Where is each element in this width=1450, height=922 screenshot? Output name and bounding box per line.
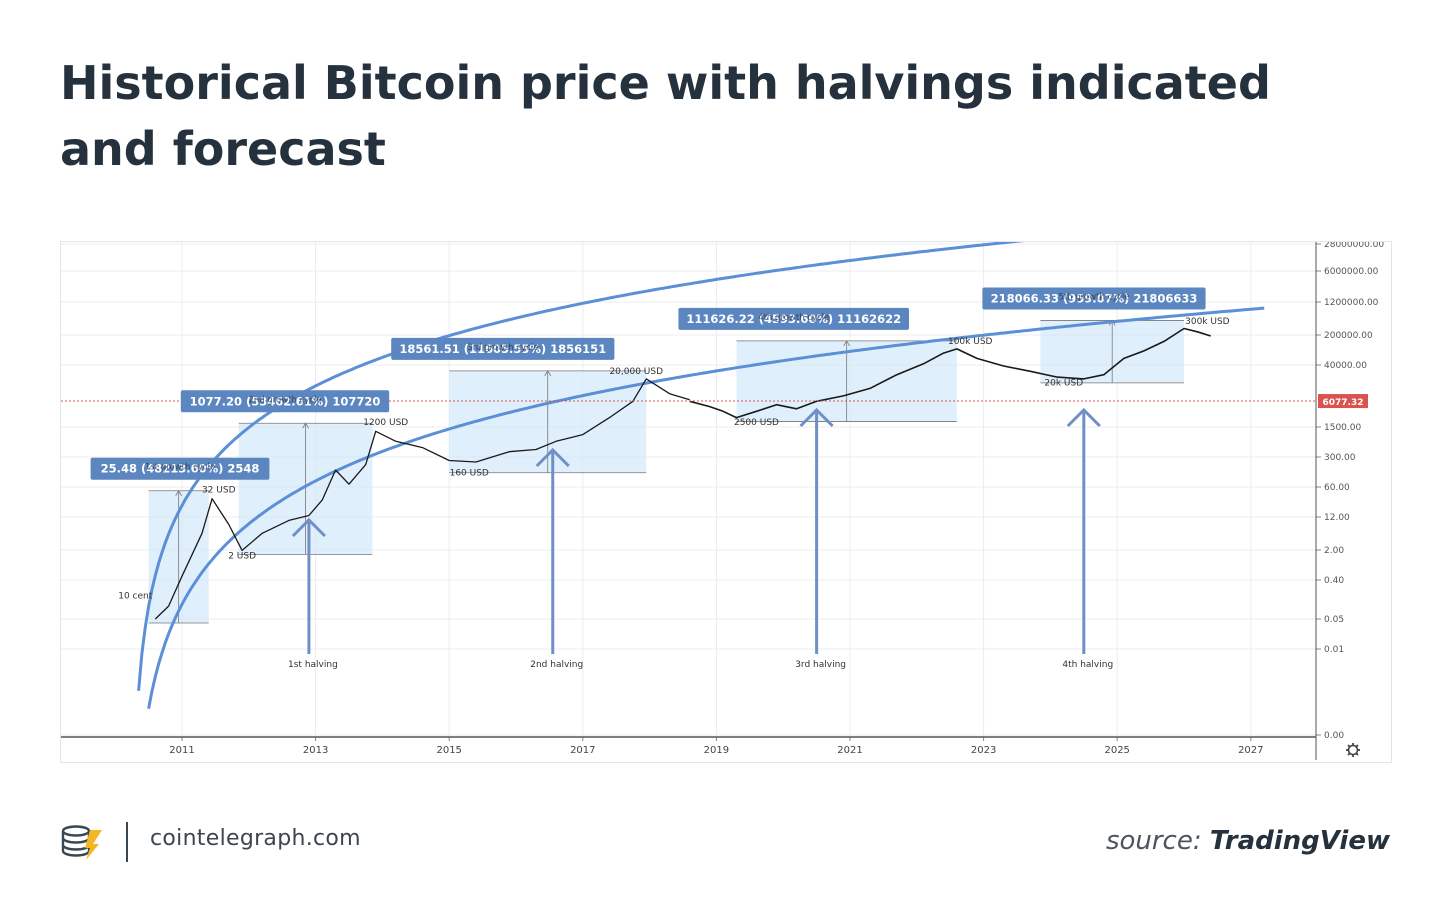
price-annotation: 300k USD: [1185, 317, 1230, 327]
gear-ring: [1347, 744, 1359, 756]
y-tick-label: 1500.00: [1324, 423, 1361, 433]
halving-label: 1st halving: [288, 660, 338, 670]
cycle-growth-label: 1st growth cycle: [145, 463, 215, 473]
price-annotation: 10 cent: [118, 592, 153, 602]
historical-price-line: [154, 378, 690, 620]
source-name[interactable]: TradingView: [1209, 826, 1390, 856]
gear-tooth: [1347, 752, 1351, 756]
x-tick-label: 2019: [704, 745, 729, 756]
x-tick-label: 2017: [570, 745, 595, 756]
x-tick-label: 2021: [837, 745, 862, 756]
halving-arrowhead: [291, 517, 326, 538]
cycle-growth-label: 4th growth cycle: [758, 313, 829, 323]
cointelegraph-logo-icon[interactable]: [60, 822, 104, 862]
x-tick-label: 2015: [436, 745, 461, 756]
page-title: Historical Bitcoin price with halvings i…: [60, 56, 1271, 176]
halving-label: 3rd halving: [795, 660, 846, 670]
x-tick-label: 2023: [971, 745, 996, 756]
gear-tooth: [1355, 752, 1359, 756]
source-credit: source: TradingView: [1106, 826, 1390, 856]
cycle-stats-label: 218066.33 (959.07%) 21806633: [991, 291, 1198, 305]
cycle-stats-box: [391, 337, 615, 360]
cycle-measure-arrowhead: [843, 340, 851, 347]
y-tick-label: 2.00: [1324, 546, 1344, 556]
price-annotation: 1200 USD: [363, 418, 408, 428]
cycle-growth-label: 2nd growth cycle: [248, 395, 321, 405]
x-tick-label: 2011: [169, 745, 194, 756]
x-tick-label: 2025: [1104, 745, 1129, 756]
y-tick-label: 0.05: [1324, 615, 1344, 625]
current-price-badge: [1318, 394, 1368, 409]
halving-arrowhead: [535, 447, 570, 468]
cycle-measure-arrowhead: [175, 489, 183, 496]
source-prefix: source:: [1105, 826, 1210, 856]
cycle-measure-arrowhead: [302, 422, 309, 429]
y-tick-label: 12.00: [1324, 513, 1350, 523]
cycle-growth-label: 3rd growth cycle: [467, 343, 538, 353]
gear-tooth: [1347, 744, 1351, 748]
price-annotation: 160 USD: [450, 469, 489, 479]
price-annotation: 2 USD: [228, 551, 256, 561]
y-tick-label: 0.01: [1324, 645, 1344, 655]
cycle-stats-box: [90, 457, 270, 480]
y-tick-label: 60.00: [1324, 483, 1350, 493]
x-tick-label: 2013: [303, 745, 328, 756]
cycle-stats-box: [678, 307, 910, 330]
x-tick-label: 2027: [1238, 745, 1263, 756]
forecast-price-line: [689, 327, 1211, 419]
y-tick-label: 300.00: [1324, 453, 1356, 463]
site-link[interactable]: cointelegraph.com: [150, 826, 361, 851]
current-price-label: 6077.32: [1323, 398, 1364, 408]
growth-cycle-boxes: [148, 319, 1184, 624]
halving-arrows: 1st halving 2nd halving 3rd halving 4th hal…: [288, 407, 1113, 670]
bitcoin-price-chart: 1st halving 2nd halving 3rd halving 4th hal…: [60, 241, 1392, 763]
footer-separator: [126, 822, 128, 862]
y-tick-label: 28000000.00: [1324, 241, 1384, 250]
y-tick-label: 1200000.00: [1324, 298, 1379, 308]
cycle-growth-label: 5th growth cycle: [1058, 292, 1129, 302]
gear-tooth: [1355, 744, 1359, 748]
upper-trend-curve: [137, 242, 1025, 691]
halving-label: 4th halving: [1062, 660, 1113, 670]
halving-arrowhead: [1066, 407, 1101, 428]
cycle-stats-box: [982, 287, 1206, 310]
price-annotation: 20k USD: [1044, 379, 1083, 389]
y-tick-label: 0.40: [1324, 576, 1344, 586]
halving-label: 2nd halving: [530, 660, 583, 670]
y-tick-label: 200000.00: [1324, 331, 1373, 341]
price-annotation: 2500 USD: [734, 418, 779, 428]
y-tick-label: 40000.00: [1324, 361, 1367, 371]
price-series: [154, 327, 1211, 620]
cycle-stats-label: 25.48 (48213.60%) 2548: [101, 462, 260, 476]
price-annotation: 100k USD: [948, 337, 993, 347]
cycle-measure-arrowhead: [544, 370, 552, 377]
cycle-stats-label: 111626.22 (4593.60%) 11162622: [686, 312, 901, 326]
cycle-stats-label: 18561.51 (11605.55%) 1856151: [399, 342, 606, 356]
price-annotation: 32 USD: [202, 485, 236, 495]
price-annotation: 20,000 USD: [609, 367, 663, 377]
y-tick-label: 0.00: [1324, 731, 1344, 741]
cycle-stats-box: [180, 390, 390, 413]
y-tick-label: 6000000.00: [1324, 267, 1379, 277]
settings-gear-icon[interactable]: [1346, 743, 1360, 757]
halving-arrowhead: [799, 407, 834, 428]
cycle-stats-label: 1077.20 (53462.61%) 107720: [190, 394, 381, 408]
